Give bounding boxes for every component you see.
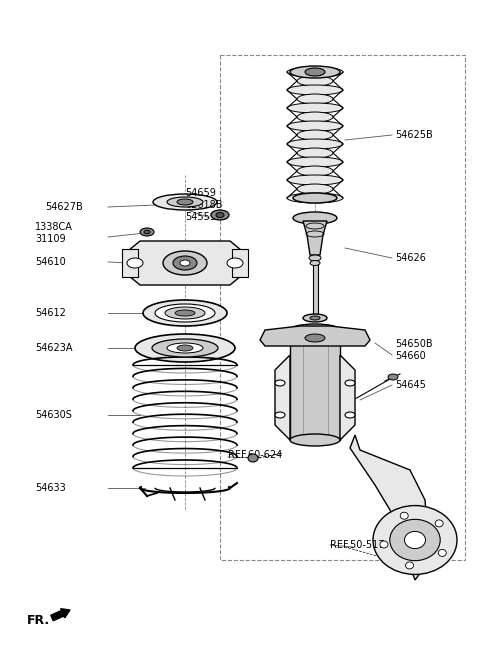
Bar	[312, 263, 317, 316]
Ellipse shape	[405, 531, 425, 549]
Ellipse shape	[345, 412, 355, 418]
Ellipse shape	[135, 334, 235, 362]
Polygon shape	[260, 326, 370, 346]
Ellipse shape	[373, 506, 457, 574]
Text: 54645: 54645	[395, 380, 426, 390]
Ellipse shape	[388, 374, 398, 380]
Ellipse shape	[435, 520, 443, 527]
Ellipse shape	[167, 343, 203, 353]
Ellipse shape	[287, 67, 343, 77]
Ellipse shape	[293, 212, 337, 224]
FancyArrow shape	[51, 608, 70, 621]
Ellipse shape	[216, 212, 224, 217]
Ellipse shape	[297, 112, 333, 122]
Ellipse shape	[177, 199, 193, 205]
Ellipse shape	[297, 130, 333, 140]
Ellipse shape	[438, 550, 446, 556]
Polygon shape	[303, 221, 327, 255]
Ellipse shape	[310, 261, 320, 265]
Ellipse shape	[297, 184, 333, 194]
Text: 54659
62618B
54559B: 54659 62618B 54559B	[185, 189, 223, 221]
Ellipse shape	[177, 345, 193, 351]
Ellipse shape	[309, 255, 321, 261]
Text: FR.: FR.	[27, 614, 50, 626]
Ellipse shape	[167, 197, 203, 207]
Ellipse shape	[143, 300, 227, 326]
Ellipse shape	[287, 121, 343, 131]
Ellipse shape	[153, 194, 217, 210]
Text: 54626: 54626	[395, 253, 426, 263]
Ellipse shape	[287, 175, 343, 185]
Bar	[290, 330, 340, 440]
Ellipse shape	[155, 304, 215, 322]
Ellipse shape	[173, 256, 197, 270]
Ellipse shape	[400, 512, 408, 519]
Text: 54625B: 54625B	[395, 130, 433, 140]
Ellipse shape	[287, 157, 343, 167]
Polygon shape	[340, 355, 355, 440]
Ellipse shape	[248, 454, 258, 462]
Ellipse shape	[211, 210, 229, 220]
Ellipse shape	[275, 412, 285, 418]
Text: 54623A: 54623A	[35, 343, 72, 353]
Text: 54612: 54612	[35, 308, 66, 318]
Text: REF.60-624: REF.60-624	[228, 450, 282, 460]
Ellipse shape	[380, 541, 388, 548]
Ellipse shape	[290, 434, 340, 446]
Polygon shape	[275, 355, 290, 440]
Text: 54633: 54633	[35, 483, 66, 493]
Ellipse shape	[297, 94, 333, 104]
Ellipse shape	[305, 334, 325, 342]
Ellipse shape	[227, 258, 243, 268]
Ellipse shape	[275, 380, 285, 386]
Ellipse shape	[406, 562, 414, 569]
Polygon shape	[122, 249, 138, 277]
Text: 54610: 54610	[35, 257, 66, 267]
Ellipse shape	[297, 166, 333, 176]
Ellipse shape	[287, 85, 343, 95]
Polygon shape	[123, 241, 247, 285]
Ellipse shape	[165, 307, 205, 319]
Ellipse shape	[345, 380, 355, 386]
Polygon shape	[350, 435, 430, 580]
Text: 54650B
54660: 54650B 54660	[395, 339, 432, 361]
Ellipse shape	[290, 324, 340, 336]
Ellipse shape	[180, 260, 190, 266]
Ellipse shape	[297, 76, 333, 86]
Ellipse shape	[163, 251, 207, 275]
Ellipse shape	[140, 228, 154, 236]
Text: 54630S: 54630S	[35, 410, 72, 420]
Ellipse shape	[303, 314, 327, 322]
Ellipse shape	[310, 316, 320, 320]
Ellipse shape	[175, 310, 195, 316]
Text: 54627B: 54627B	[45, 202, 83, 212]
Ellipse shape	[290, 66, 340, 78]
Ellipse shape	[287, 103, 343, 113]
Ellipse shape	[287, 193, 343, 203]
Ellipse shape	[127, 258, 143, 268]
Ellipse shape	[305, 68, 325, 76]
Ellipse shape	[297, 148, 333, 158]
Ellipse shape	[152, 339, 218, 357]
Text: 1338CA
31109: 1338CA 31109	[35, 222, 73, 244]
Ellipse shape	[293, 193, 337, 203]
Text: REF.50-517: REF.50-517	[330, 540, 384, 550]
Ellipse shape	[144, 230, 150, 234]
Ellipse shape	[287, 139, 343, 149]
Polygon shape	[232, 249, 248, 277]
Ellipse shape	[390, 519, 440, 561]
